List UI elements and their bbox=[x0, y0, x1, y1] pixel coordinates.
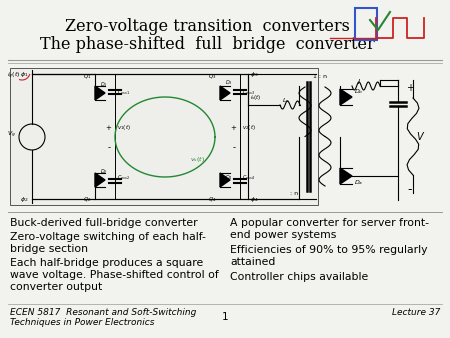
Bar bbox=[10, 68, 318, 205]
Text: $Q_1$: $Q_1$ bbox=[83, 72, 91, 81]
Text: Zero-voltage switching of each half-: Zero-voltage switching of each half- bbox=[10, 232, 206, 242]
Text: $\phi_4$: $\phi_4$ bbox=[250, 195, 259, 204]
Polygon shape bbox=[220, 173, 230, 187]
Text: end power systems: end power systems bbox=[230, 230, 337, 240]
Text: -: - bbox=[408, 184, 412, 196]
Text: $\phi_2$: $\phi_2$ bbox=[20, 195, 28, 204]
Polygon shape bbox=[340, 89, 352, 105]
Text: bridge section: bridge section bbox=[10, 244, 88, 254]
Text: 1: 1 bbox=[222, 312, 228, 322]
Text: $\phi_1$: $\phi_1$ bbox=[20, 70, 28, 79]
Polygon shape bbox=[95, 173, 105, 187]
Text: A popular converter for server front-: A popular converter for server front- bbox=[230, 218, 429, 228]
Text: +: + bbox=[105, 125, 111, 131]
Text: Zero-voltage transition  converters: Zero-voltage transition converters bbox=[64, 18, 350, 35]
Text: $v_s(t)$: $v_s(t)$ bbox=[190, 155, 205, 164]
Text: $C_{oss3}$: $C_{oss3}$ bbox=[242, 88, 255, 97]
Text: Efficiencies of 90% to 95% regularly: Efficiencies of 90% to 95% regularly bbox=[230, 245, 428, 255]
Polygon shape bbox=[220, 86, 230, 100]
Text: $i_g(t)$: $i_g(t)$ bbox=[7, 71, 20, 81]
Text: Each half-bridge produces a square: Each half-bridge produces a square bbox=[10, 258, 203, 268]
Text: wave voltage. Phase-shifted control of: wave voltage. Phase-shifted control of bbox=[10, 270, 219, 280]
Text: Controller chips available: Controller chips available bbox=[230, 272, 368, 282]
Text: ECEN 5817  Resonant and Soft-Switching
Techniques in Power Electronics: ECEN 5817 Resonant and Soft-Switching Te… bbox=[10, 308, 196, 328]
Text: $C_{oss2}$: $C_{oss2}$ bbox=[117, 173, 130, 182]
Text: $V_g$: $V_g$ bbox=[7, 130, 16, 140]
Text: $D_4$: $D_4$ bbox=[225, 173, 233, 182]
Text: Buck-derived full-bridge converter: Buck-derived full-bridge converter bbox=[10, 218, 198, 228]
Text: $D_1$: $D_1$ bbox=[100, 80, 108, 89]
Polygon shape bbox=[340, 168, 352, 184]
Text: $I$: $I$ bbox=[357, 77, 361, 86]
Text: $Q_2$: $Q_2$ bbox=[83, 195, 91, 204]
Text: V: V bbox=[416, 132, 423, 142]
Text: $v_1(t)$: $v_1(t)$ bbox=[117, 123, 131, 132]
Text: +: + bbox=[406, 83, 414, 93]
Text: $D_2$: $D_2$ bbox=[100, 167, 108, 176]
Text: converter output: converter output bbox=[10, 282, 102, 292]
Text: $C_{oss1}$: $C_{oss1}$ bbox=[117, 88, 130, 97]
Text: $C_{oss4}$: $C_{oss4}$ bbox=[242, 173, 255, 182]
Text: $Q_3$: $Q_3$ bbox=[208, 72, 216, 81]
Text: $Q_4$: $Q_4$ bbox=[208, 195, 216, 204]
Text: $v_2(t)$: $v_2(t)$ bbox=[242, 123, 256, 132]
Text: +: + bbox=[230, 125, 236, 131]
Text: $\phi_3$: $\phi_3$ bbox=[250, 70, 258, 79]
Text: $D_a$: $D_a$ bbox=[354, 178, 363, 187]
Text: : n: : n bbox=[290, 191, 298, 196]
Text: attained: attained bbox=[230, 257, 275, 267]
Text: $L_s$: $L_s$ bbox=[282, 96, 290, 105]
Text: 1 : n: 1 : n bbox=[313, 74, 327, 79]
Text: Lecture 37: Lecture 37 bbox=[392, 308, 440, 317]
Text: The phase-shifted  full  bridge  converter: The phase-shifted full bridge converter bbox=[40, 36, 374, 53]
Text: $i_s(t)$: $i_s(t)$ bbox=[250, 93, 261, 102]
Text: $D_b$: $D_b$ bbox=[354, 87, 364, 96]
Text: -: - bbox=[108, 144, 111, 152]
Bar bbox=[355, 8, 377, 40]
Polygon shape bbox=[95, 86, 105, 100]
Text: -: - bbox=[233, 144, 236, 152]
Text: $D_3$: $D_3$ bbox=[225, 78, 233, 87]
